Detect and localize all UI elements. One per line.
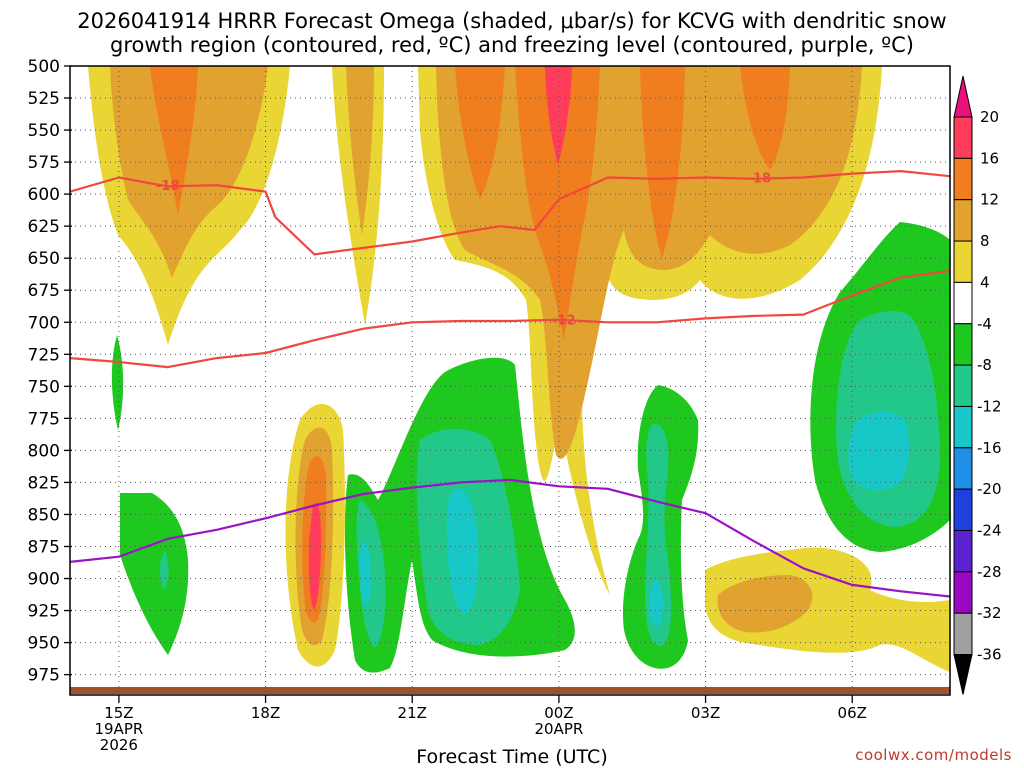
credit-text: coolwx.com/models bbox=[855, 746, 1012, 764]
omega-ascent-8-area-b bbox=[346, 66, 374, 235]
y-tick-label: 900 bbox=[28, 570, 60, 590]
x-tick-label: 03Z bbox=[691, 704, 720, 722]
omega-ascent-16-area-d bbox=[308, 503, 321, 610]
chart-title-line-2: growth region (contoured, red, ºC) and f… bbox=[110, 33, 914, 57]
colorbar-label: 12 bbox=[977, 191, 999, 209]
y-tick-label: 950 bbox=[28, 634, 60, 654]
y-tick-label: 600 bbox=[28, 185, 60, 205]
colorbar-swatch bbox=[953, 240, 973, 283]
chart-title-line-1: 2026041914 HRRR Forecast Omega (shaded, … bbox=[77, 9, 947, 33]
y-tick-label: 525 bbox=[28, 89, 60, 109]
colorbar-label: -4 bbox=[977, 315, 992, 333]
x-tick-label: 20APR bbox=[534, 720, 583, 738]
omega-descent-12-area-c bbox=[649, 579, 664, 627]
x-axis-title: Forecast Time (UTC) bbox=[416, 746, 608, 768]
colorbar-extend-bottom bbox=[953, 654, 973, 695]
x-tick-label: 06Z bbox=[838, 704, 867, 722]
colorbar-label: -36 bbox=[977, 646, 1002, 664]
y-tick-label: 575 bbox=[28, 153, 60, 173]
y-tick-label: 675 bbox=[28, 281, 60, 301]
omega-ascent-12-area-c bbox=[455, 66, 790, 340]
contour-line bbox=[70, 478, 950, 598]
x-tick-label: 19APR bbox=[94, 720, 143, 738]
colorbar-label: -12 bbox=[977, 397, 1002, 415]
x-tick-label: 2026 bbox=[100, 736, 138, 754]
colorbar-swatch bbox=[953, 199, 973, 242]
y-tick-label: 775 bbox=[28, 409, 60, 429]
contour-label: -18 bbox=[748, 171, 772, 186]
omega-descent-12-area-b bbox=[359, 489, 479, 615]
omega-descent-8-area-b bbox=[356, 428, 520, 648]
omega-descent-12-area-d bbox=[848, 411, 910, 491]
y-tick-label: 700 bbox=[28, 313, 60, 333]
omega-ascent-8-area-a bbox=[110, 66, 268, 278]
omega-shading bbox=[88, 66, 950, 673]
y-tick-label: 850 bbox=[28, 505, 60, 525]
ground-surface bbox=[70, 687, 950, 694]
x-tick-label: 00Z bbox=[544, 704, 573, 722]
colorbar-swatch bbox=[953, 116, 973, 159]
contour-label: -12 bbox=[552, 314, 576, 329]
omega-ascent-8-area-e bbox=[717, 575, 813, 633]
y-tick-label: 825 bbox=[28, 473, 60, 493]
contour-line bbox=[70, 269, 950, 369]
colorbar-swatch bbox=[953, 405, 973, 449]
colorbar-label: 20 bbox=[977, 108, 999, 126]
y-tick-label: 975 bbox=[28, 666, 60, 686]
colorbar-extend-top bbox=[953, 75, 973, 118]
y-axis: 500 525 550 575 600 625 650 675 700 725 750 775 800 8… bbox=[28, 57, 72, 686]
colorbar-swatch bbox=[953, 488, 973, 531]
temperature-contours: -18 -18 -12 bbox=[70, 170, 950, 598]
omega-descent-8-area-a bbox=[159, 550, 169, 590]
omega-descent-4-area-a bbox=[120, 493, 189, 655]
plot-border bbox=[69, 65, 951, 696]
contour-line bbox=[70, 170, 950, 256]
y-tick-label: 800 bbox=[28, 441, 60, 461]
omega-descent-4-area-small bbox=[111, 335, 124, 430]
y-tick-label: 875 bbox=[28, 537, 60, 557]
y-tick-label: 550 bbox=[28, 121, 60, 141]
colorbar-label: 8 bbox=[977, 232, 990, 250]
colorbar-swatch bbox=[953, 612, 973, 656]
colorbar-label: -8 bbox=[977, 356, 992, 374]
contour-label: -18 bbox=[156, 179, 180, 194]
colorbar-swatch bbox=[953, 530, 973, 573]
omega-ascent-16-area-c bbox=[545, 66, 572, 165]
y-tick-label: 625 bbox=[28, 217, 60, 237]
colorbar-swatch bbox=[953, 447, 973, 490]
colorbar-swatch bbox=[953, 571, 973, 614]
y-tick-label: 725 bbox=[28, 345, 60, 365]
colorbar-swatch bbox=[953, 364, 973, 407]
colorbar-label: -28 bbox=[977, 563, 1002, 581]
colorbar-label: 4 bbox=[977, 273, 990, 291]
y-tick-label: 925 bbox=[28, 602, 60, 622]
x-tick-label: 18Z bbox=[251, 704, 280, 722]
x-tick-label: 15Z bbox=[104, 704, 133, 722]
colorbar-label: -16 bbox=[977, 439, 1002, 457]
y-tick-label: 500 bbox=[28, 57, 60, 77]
colorbar-label: 16 bbox=[977, 149, 999, 167]
colorbar-swatch bbox=[953, 281, 973, 325]
colorbar-label: -32 bbox=[977, 604, 1002, 622]
colorbar-label: -20 bbox=[977, 480, 1002, 498]
colorbar-swatch bbox=[953, 157, 973, 201]
y-tick-label: 750 bbox=[28, 377, 60, 397]
colorbar-label: -24 bbox=[977, 522, 1002, 540]
omega-ascent-12-area-a bbox=[150, 66, 198, 215]
x-tick-label: 21Z bbox=[398, 704, 427, 722]
colorbar: 20 16 12 8 4 -4 -8 -12 -16 -20 -24 -28 -32 -36 bbox=[953, 75, 1002, 695]
y-tick-label: 650 bbox=[28, 249, 60, 269]
colorbar-swatch bbox=[953, 323, 973, 366]
